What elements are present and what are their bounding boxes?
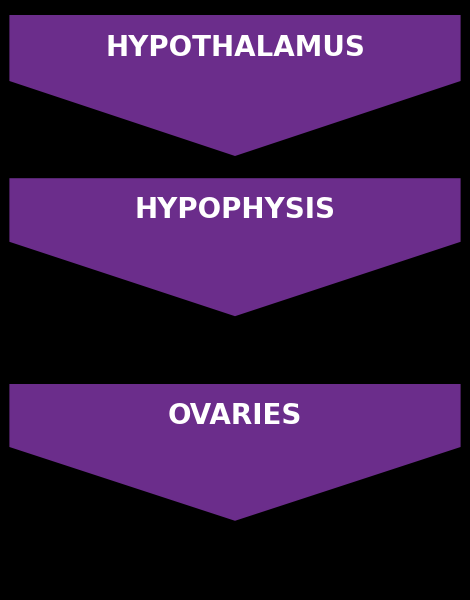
Polygon shape <box>9 384 461 521</box>
Text: HYPOTHALAMUS: HYPOTHALAMUS <box>105 34 365 62</box>
Text: OVARIES: OVARIES <box>168 401 302 430</box>
Text: HYPOPHYSIS: HYPOPHYSIS <box>134 196 336 224</box>
Polygon shape <box>9 15 461 156</box>
Polygon shape <box>9 178 461 316</box>
